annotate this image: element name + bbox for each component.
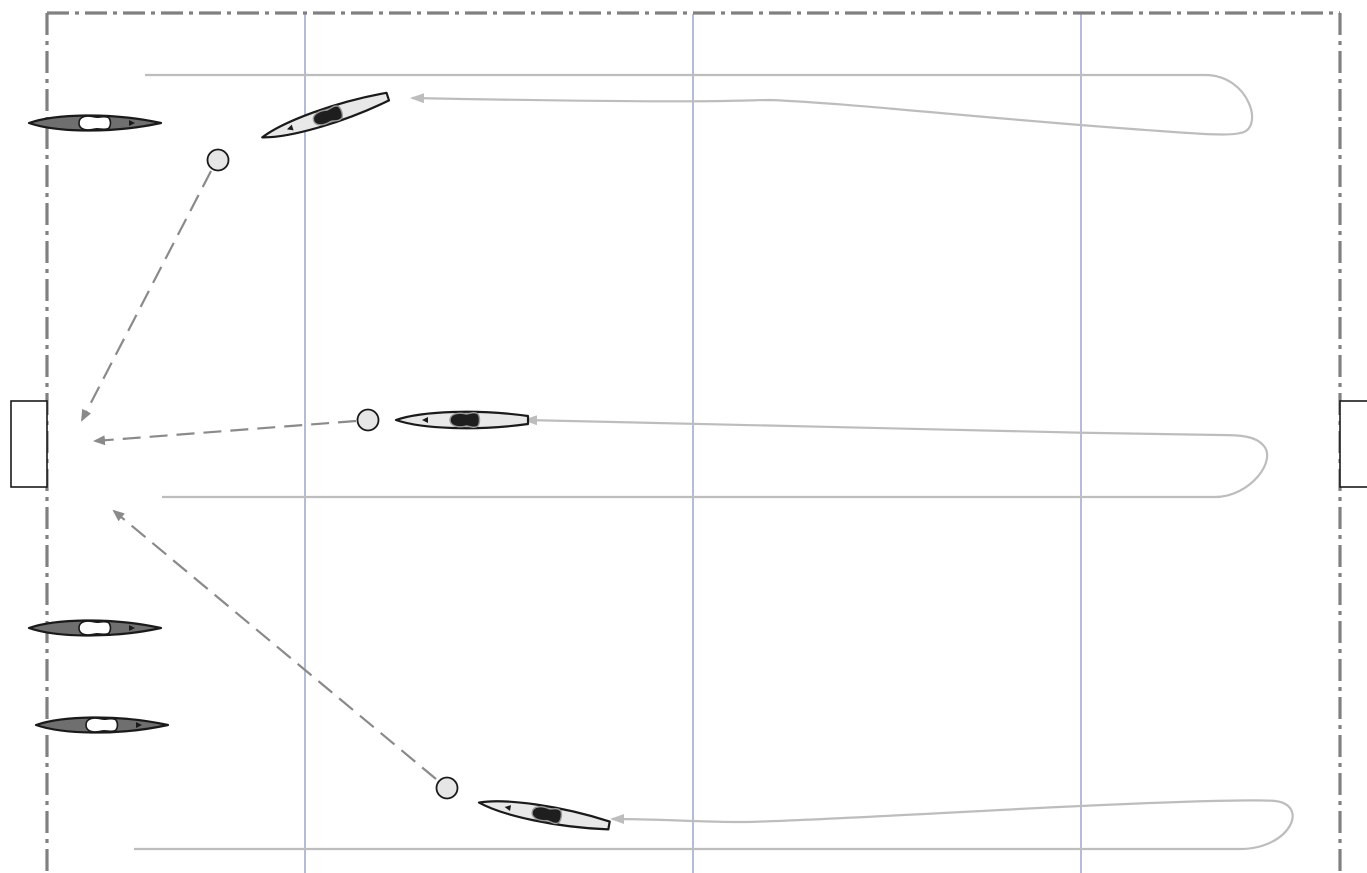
pass-arrow-top: [81, 170, 212, 422]
paddle-path-bottom: [134, 799, 1294, 851]
pass-arrows: [81, 170, 437, 780]
right-goal: [1339, 400, 1367, 488]
ball-bottom: [435, 776, 459, 800]
left-goal: [10, 400, 48, 488]
paddle-paths: [134, 73, 1294, 851]
paddle-path-top: [145, 73, 1254, 136]
pass-arrow-bottom: [112, 509, 437, 780]
ball-top: [206, 148, 230, 172]
pass-arrow-middle: [93, 419, 357, 446]
field-lines: [304, 14, 1082, 873]
ball-middle: [356, 408, 380, 432]
balls: [206, 148, 459, 800]
paddle-path-middle: [162, 415, 1269, 499]
attacker-boat-middle: [394, 410, 530, 430]
